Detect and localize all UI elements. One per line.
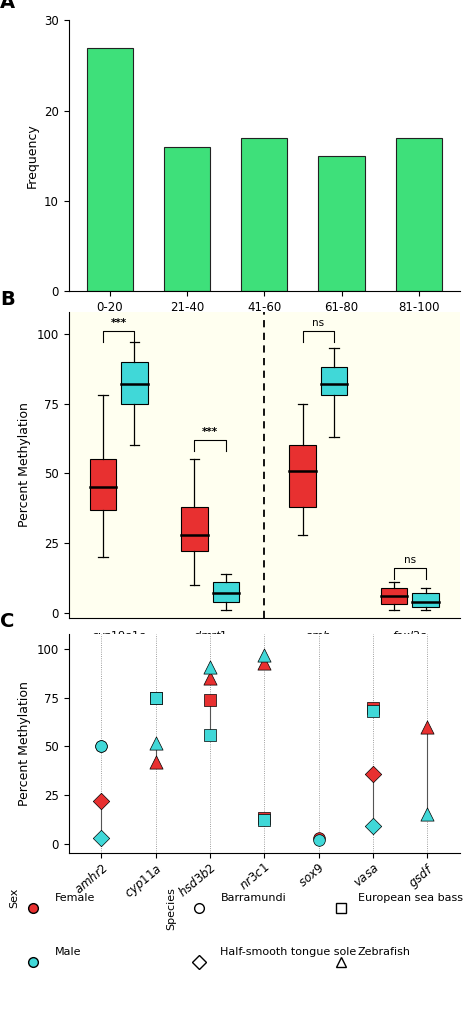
Point: [152, 754, 159, 771]
Bar: [121, 362, 148, 404]
Point: [206, 692, 214, 708]
Bar: [381, 588, 407, 604]
Text: Zebrafish: Zebrafish: [358, 947, 411, 958]
Point: [369, 818, 377, 834]
Point: [369, 765, 377, 782]
X-axis label: Percent methylation class: Percent methylation class: [178, 320, 350, 332]
Point: [206, 670, 214, 687]
Y-axis label: Percent Methylation: Percent Methylation: [18, 681, 31, 806]
Point: [206, 658, 214, 675]
Text: Male: Male: [55, 947, 81, 958]
Point: [98, 738, 105, 754]
Point: [369, 699, 377, 715]
Bar: [321, 368, 347, 396]
Bar: [86, 47, 133, 291]
Text: ***: ***: [110, 319, 127, 328]
Bar: [241, 138, 287, 291]
Text: $\it{dmrt1}$
(8/6): $\it{dmrt1}$ (8/6): [193, 630, 228, 653]
Point: [260, 810, 268, 827]
Text: ***: ***: [202, 427, 218, 437]
Text: B: B: [0, 290, 15, 310]
Text: $\it{amh}$
(5/4): $\it{amh}$ (5/4): [305, 630, 332, 653]
Text: $\it{foxl2a}$
(3/3): $\it{foxl2a}$ (3/3): [392, 630, 428, 653]
Point: [206, 727, 214, 743]
Point: [260, 647, 268, 663]
Point: [152, 690, 159, 706]
Text: Female: Female: [55, 893, 95, 903]
Text: Species: Species: [166, 887, 176, 930]
Y-axis label: Percent Methylation: Percent Methylation: [18, 403, 31, 527]
Point: [260, 812, 268, 829]
Bar: [90, 460, 116, 510]
Bar: [319, 156, 365, 291]
Point: [152, 735, 159, 751]
Bar: [213, 583, 239, 602]
Point: [98, 830, 105, 846]
Bar: [164, 147, 210, 291]
Text: C: C: [0, 611, 15, 631]
Point: [423, 718, 431, 735]
Point: [98, 738, 105, 754]
Bar: [289, 446, 316, 507]
Text: ns: ns: [312, 319, 324, 328]
Point: [315, 832, 322, 848]
Text: Barramundi: Barramundi: [220, 893, 286, 903]
Bar: [181, 507, 208, 552]
Point: [152, 690, 159, 706]
Text: $\it{cyp19a1a}$
(15/10): $\it{cyp19a1a}$ (15/10): [91, 630, 146, 655]
Point: [315, 830, 322, 846]
Text: European sea bass: European sea bass: [358, 893, 463, 903]
Point: [423, 806, 431, 823]
Y-axis label: Frequency: Frequency: [26, 124, 38, 188]
Text: ns: ns: [404, 555, 416, 565]
Text: Half-smooth tongue sole: Half-smooth tongue sole: [220, 947, 356, 958]
Point: [369, 703, 377, 719]
Point: [260, 655, 268, 671]
Bar: [396, 138, 442, 291]
Bar: [412, 593, 439, 607]
Point: [98, 793, 105, 809]
Text: Sex: Sex: [9, 887, 19, 908]
Text: A: A: [0, 0, 16, 12]
